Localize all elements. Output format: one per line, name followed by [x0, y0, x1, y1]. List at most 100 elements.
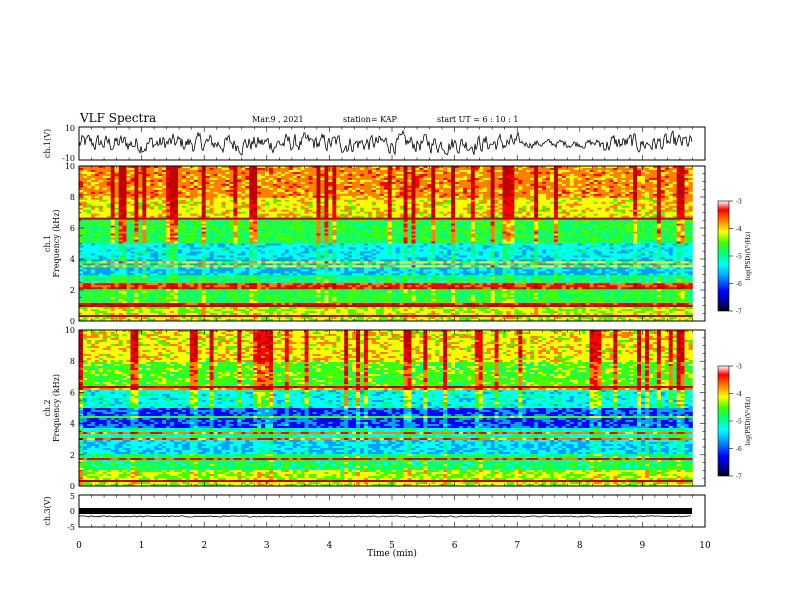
- spectrogram-cell: [138, 196, 142, 198]
- spectrogram-cell: [233, 170, 237, 172]
- spectrogram-cell: [336, 224, 340, 226]
- spectrogram-cell: [245, 182, 249, 184]
- spectrogram-cell: [613, 196, 617, 198]
- spectrogram-cell: [431, 174, 435, 176]
- spectrogram-cell: [364, 204, 368, 206]
- spectrogram-cell: [186, 204, 190, 206]
- spectrogram-cell: [194, 206, 198, 208]
- spectrogram-cell: [344, 168, 348, 170]
- spectrogram-cell: [538, 168, 542, 170]
- spectrogram-cell: [245, 214, 249, 216]
- spectrogram-cell: [665, 210, 669, 212]
- spectrogram-cell: [221, 186, 225, 188]
- spectrogram-cell: [396, 216, 400, 218]
- spectrogram-cell: [127, 188, 131, 190]
- spectrogram-cell: [320, 190, 324, 192]
- spectrogram-cell: [534, 192, 538, 194]
- spectrogram-cell: [408, 222, 412, 224]
- spectrogram-cell: [79, 194, 83, 196]
- spectrogram-cell: [467, 210, 471, 212]
- spectrogram-cell: [566, 226, 570, 228]
- spectrogram-cell: [79, 202, 83, 204]
- spectrogram-cell: [301, 194, 305, 196]
- spectrogram-cell: [380, 192, 384, 194]
- spectrogram-cell: [285, 174, 289, 176]
- spectrogram-cell: [324, 214, 328, 216]
- spectrogram-cell: [380, 190, 384, 192]
- spectrogram-cell: [439, 210, 443, 212]
- spectrogram-cell: [495, 208, 499, 210]
- spectrogram-cell: [400, 180, 404, 182]
- spectrogram-cell: [297, 200, 301, 202]
- spectrogram-cell: [332, 178, 336, 180]
- spectrogram-cell: [123, 172, 127, 174]
- spectrogram-cell: [336, 182, 340, 184]
- spectrogram-cell: [451, 214, 455, 216]
- spectrogram-cell: [633, 206, 637, 208]
- spectrogram-cell: [669, 216, 673, 218]
- spectrogram-cell: [87, 172, 91, 174]
- spectrogram-cell: [495, 184, 499, 186]
- spectrogram-cell: [613, 194, 617, 196]
- spectrogram-cell: [388, 210, 392, 212]
- spectrogram-cell: [328, 174, 332, 176]
- spectrogram-cell: [590, 170, 594, 172]
- spectrogram-cell: [123, 192, 127, 194]
- spectrogram-cell: [198, 198, 202, 200]
- spectrogram-cell: [210, 204, 214, 206]
- spectrogram-cell: [384, 224, 388, 226]
- spectrogram-cell: [281, 178, 285, 180]
- spectrogram-cell: [218, 202, 222, 204]
- spectrogram-cell: [411, 210, 415, 212]
- spectrogram-cell: [669, 182, 673, 184]
- spectrogram-cell: [289, 172, 293, 174]
- spectrogram-cell: [685, 194, 689, 196]
- spectrogram-cell: [99, 190, 103, 192]
- spectrogram-cell: [637, 174, 641, 176]
- spectrogram-cell: [590, 220, 594, 222]
- spectrogram-cell: [293, 206, 297, 208]
- spectrogram-cell: [186, 170, 190, 172]
- spectrogram-cell: [408, 182, 412, 184]
- spectrogram-cell: [261, 188, 265, 190]
- spectrogram-cell: [526, 216, 530, 218]
- spectrogram-cell: [332, 198, 336, 200]
- spectrogram-cell: [447, 172, 451, 174]
- spectrogram-cell: [83, 182, 87, 184]
- spectrogram-cell: [518, 194, 522, 196]
- spectrogram-cell: [111, 174, 115, 176]
- spectrogram-cell: [570, 224, 574, 226]
- spectrogram-cell: [601, 220, 605, 222]
- spectrogram-cell: [91, 222, 95, 224]
- spectrogram-cell: [673, 222, 677, 224]
- spectrogram-cell: [681, 204, 685, 206]
- spectrogram-cell: [443, 222, 447, 224]
- spectrogram-cell: [459, 190, 463, 192]
- spectrogram-cell: [526, 218, 530, 220]
- spectrogram-cell: [360, 216, 364, 218]
- spectrogram-cell: [503, 198, 507, 200]
- spectrogram-cell: [530, 208, 534, 210]
- spectrogram-cell: [123, 214, 127, 216]
- spectrogram-cell: [332, 172, 336, 174]
- spectrogram-cell: [221, 218, 225, 220]
- spectrogram-cell: [265, 226, 269, 228]
- spectrogram-cell: [574, 226, 578, 228]
- spectrogram-cell: [320, 220, 324, 222]
- spectrogram-cell: [427, 212, 431, 214]
- spectrogram-cell: [649, 218, 653, 220]
- spectrogram-cell: [590, 182, 594, 184]
- spectrogram-cell: [158, 198, 162, 200]
- spectrogram-cell: [87, 200, 91, 202]
- spectrogram-cell: [289, 224, 293, 226]
- spectrogram-cell: [166, 190, 170, 192]
- spectrogram-cell: [162, 198, 166, 200]
- spectrogram-cell: [613, 170, 617, 172]
- spectrogram-cell: [174, 168, 178, 170]
- spectrogram-cell: [237, 198, 241, 200]
- spectrogram-cell: [150, 202, 154, 204]
- spectrogram-cell: [249, 172, 253, 174]
- spectrogram-cell: [677, 218, 681, 220]
- spectrogram-cell: [316, 194, 320, 196]
- spectrogram-cell: [641, 192, 645, 194]
